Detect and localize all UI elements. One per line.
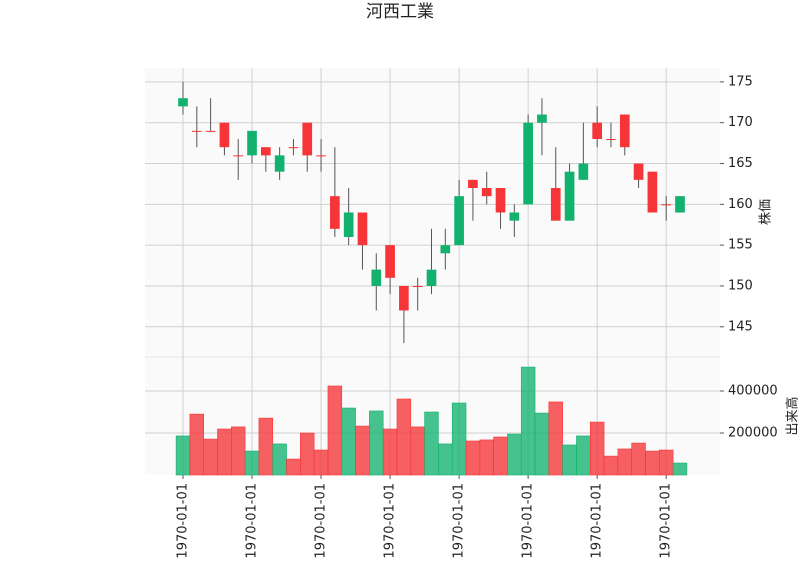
x-tick-label: 1970-01-01: [383, 483, 398, 559]
candle-body: [454, 196, 464, 246]
volume-bar: [313, 449, 329, 476]
volume-bar: [341, 407, 356, 476]
volume-bar: [438, 443, 453, 476]
candle-body: [468, 179, 478, 189]
volume-bar: [493, 436, 508, 476]
volume-bar: [672, 462, 688, 476]
y-tick-label: 170: [728, 115, 753, 130]
volume-bar: [645, 450, 660, 476]
volume-bar: [507, 433, 522, 476]
x-tick-label: 1970-01-01: [245, 483, 260, 559]
candle-body: [233, 155, 244, 157]
volume-tick-label: 400000: [728, 384, 778, 399]
candle-body: [495, 188, 506, 213]
volume-bar: [617, 448, 632, 476]
candle-body: [412, 285, 423, 287]
candle-body: [578, 163, 589, 180]
volume-bar: [327, 385, 343, 476]
candle-body: [509, 212, 520, 221]
volume-bar: [603, 455, 619, 476]
volume-bar: [231, 426, 246, 476]
volume-bar: [272, 443, 287, 476]
volume-bar: [189, 413, 205, 476]
volume-bar: [548, 401, 563, 476]
candle-body: [619, 114, 630, 148]
candle-body: [675, 196, 685, 213]
candle-body: [564, 171, 575, 221]
candle-body: [661, 204, 672, 206]
x-tick-label: 1970-01-01: [590, 483, 605, 559]
volume-bar: [520, 366, 536, 476]
x-tick-label: 1970-01-01: [176, 483, 191, 559]
candle-body: [261, 147, 271, 156]
candle-body: [343, 212, 354, 237]
candle-body: [440, 245, 451, 254]
candle-body: [288, 147, 299, 149]
y-tick-label: 150: [728, 278, 753, 293]
candle-body: [606, 139, 616, 141]
candle-body: [550, 188, 561, 221]
volume-bar: [396, 398, 412, 476]
y-tick-label: 175: [728, 74, 753, 89]
candle-body: [191, 130, 202, 132]
candle-body: [385, 245, 395, 278]
volume-bar: [631, 442, 646, 476]
candle-body: [537, 114, 547, 123]
candle-body: [592, 122, 602, 140]
y-tick-label: 145: [728, 319, 753, 334]
volume-bar: [286, 458, 301, 476]
candle-body: [274, 155, 285, 172]
y-tick-label: 160: [728, 197, 753, 212]
volume-bar: [258, 417, 274, 476]
y-tick-label: 165: [728, 156, 753, 171]
candle-body: [647, 171, 658, 213]
volume-bar: [562, 444, 577, 476]
candle-body: [205, 130, 216, 132]
x-tick-label: 1970-01-01: [452, 483, 467, 559]
volume-axis-label: 出来高: [785, 396, 800, 435]
candle-body: [357, 212, 368, 246]
candle-body: [426, 269, 437, 286]
candle-body: [371, 269, 382, 286]
volume-bar: [175, 435, 191, 476]
y-axis-label: 株価: [759, 199, 774, 225]
volume-bar: [451, 402, 467, 476]
candle-body: [302, 122, 313, 156]
volume-bar: [410, 426, 425, 476]
chart-title: 河西工業: [366, 2, 434, 22]
candle-body: [247, 130, 257, 156]
x-tick-label: 1970-01-01: [314, 483, 329, 559]
volume-bar: [203, 438, 218, 476]
candle-body: [523, 122, 533, 205]
candle-body: [330, 196, 340, 229]
volume-bar: [300, 432, 315, 476]
candle-body: [316, 155, 326, 157]
volume-bar: [217, 428, 232, 476]
candle-body: [481, 188, 492, 197]
volume-bar: [465, 440, 481, 476]
candle-body: [633, 163, 644, 180]
volume-bar: [244, 450, 260, 476]
x-tick-label: 1970-01-01: [521, 483, 536, 559]
volume-bar: [589, 421, 605, 476]
volume-bar: [534, 412, 550, 476]
volume-bar: [658, 449, 674, 476]
candle-body: [219, 122, 230, 148]
x-tick-label: 1970-01-01: [659, 483, 674, 559]
volume-bar: [479, 439, 494, 476]
volume-bar: [369, 410, 384, 476]
volume-bar: [576, 435, 591, 476]
y-tick-label: 155: [728, 238, 753, 253]
volume-bar: [355, 425, 370, 476]
volume-tick-label: 200000: [728, 426, 778, 441]
volume-bar: [382, 428, 398, 476]
candle-body: [399, 285, 409, 311]
volume-bar: [424, 411, 439, 476]
candle-body: [178, 98, 188, 107]
